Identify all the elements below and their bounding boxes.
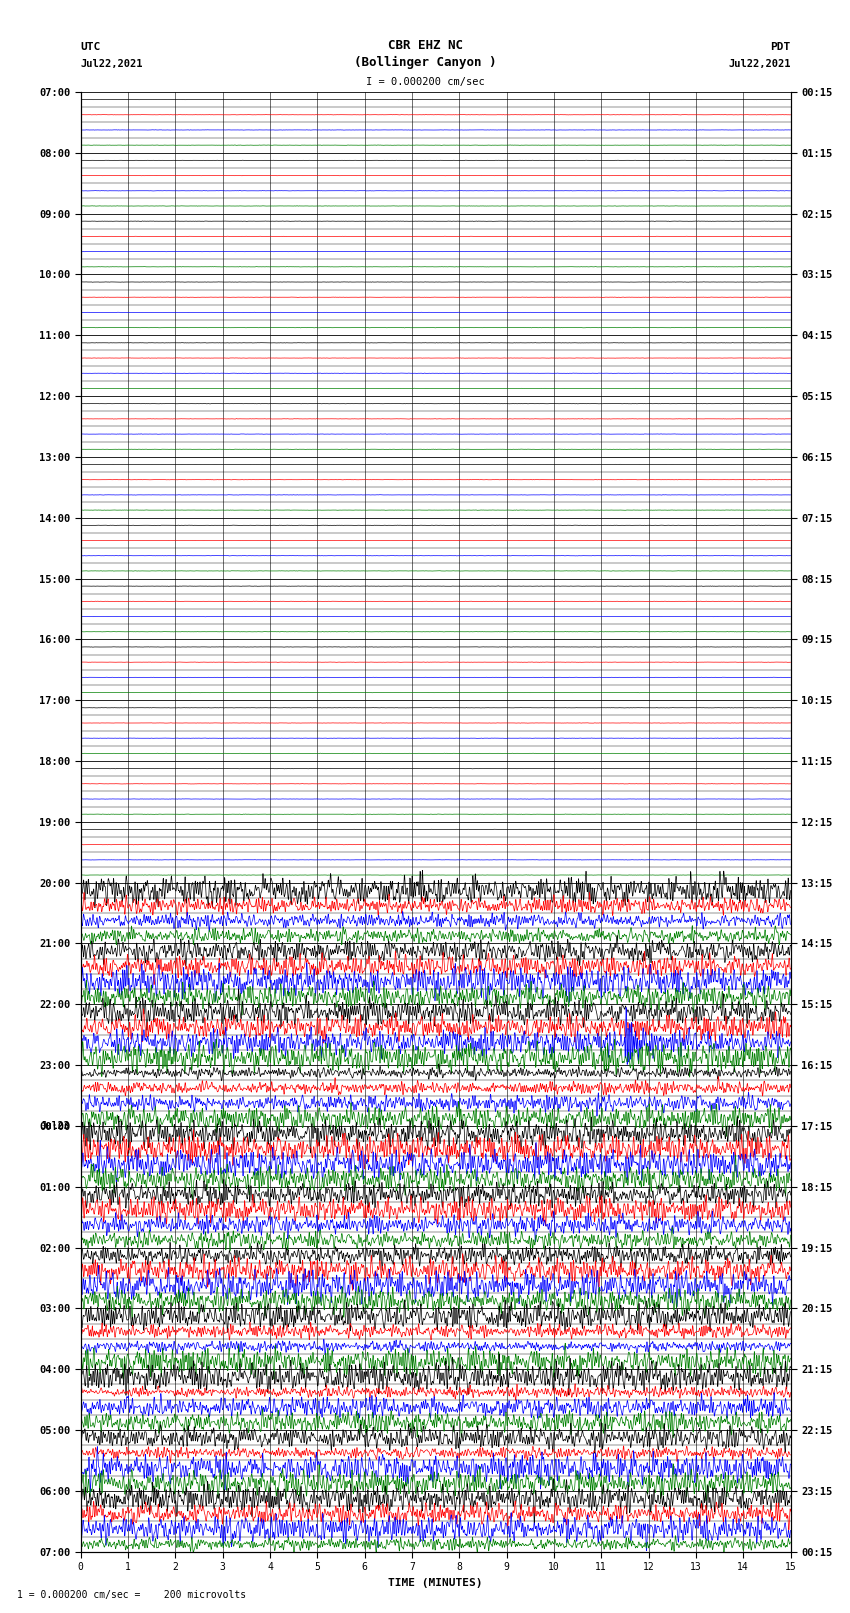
Text: CBR EHZ NC: CBR EHZ NC [388, 39, 462, 52]
Text: Jul23: Jul23 [40, 1121, 70, 1131]
Text: UTC: UTC [81, 42, 101, 52]
Text: PDT: PDT [770, 42, 790, 52]
X-axis label: TIME (MINUTES): TIME (MINUTES) [388, 1578, 483, 1587]
Text: Jul22,2021: Jul22,2021 [728, 60, 791, 69]
Text: (Bollinger Canyon ): (Bollinger Canyon ) [354, 56, 496, 69]
Text: Jul22,2021: Jul22,2021 [81, 60, 144, 69]
Text: 1 = 0.000200 cm/sec =    200 microvolts: 1 = 0.000200 cm/sec = 200 microvolts [17, 1590, 246, 1600]
Text: I = 0.000200 cm/sec: I = 0.000200 cm/sec [366, 77, 484, 87]
